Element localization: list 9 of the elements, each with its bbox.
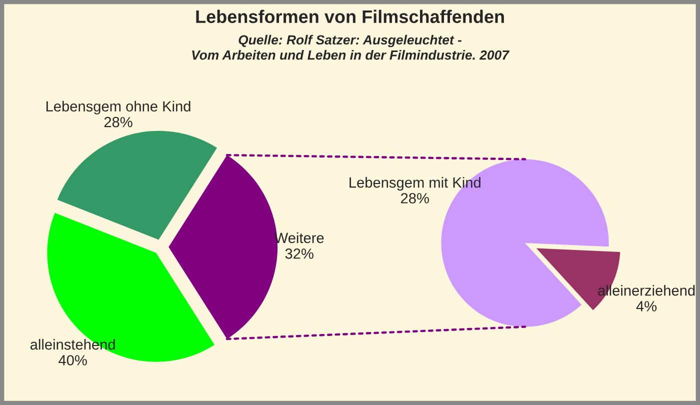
data-label: 40% [58,355,87,366]
chart-title: Lebensformen von Filmschaffenden [196,10,504,24]
data-label: 28% [401,193,429,204]
slice-label: Lebensgem ohne Kind [46,100,190,114]
data-label: 28% [104,116,132,128]
data-label: 4% [636,301,657,312]
slice-label: Lebensgem mit Kind [350,177,480,191]
text: Quelle: Rolf Satzer: Ausgeleuchtet - Vom Arbeiten und Leben in der Filmindustrie. 2007 [192,34,510,60]
data-label: 32% [285,248,314,259]
